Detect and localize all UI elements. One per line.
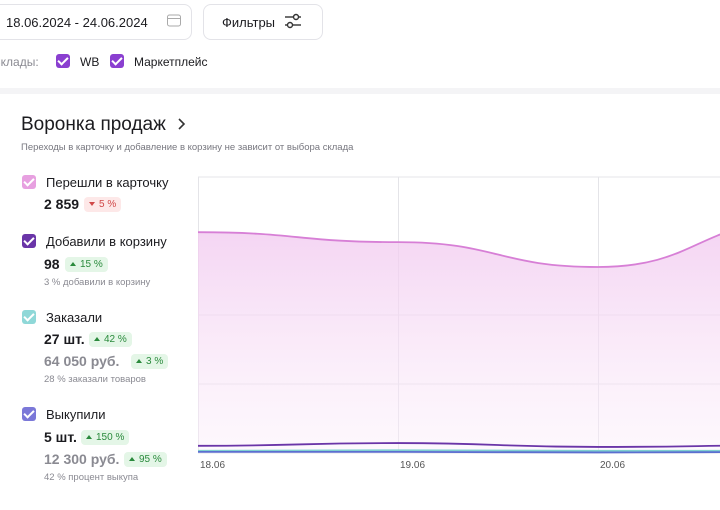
chart: 18.06 19.06 20.06 (198, 176, 720, 471)
change-badge: 150 % (81, 430, 130, 445)
panel-title[interactable]: Воронка продаж (21, 114, 166, 135)
line (198, 449, 720, 452)
warehouse-option: WB (80, 55, 100, 69)
metric-note: 28 % заказали товаров (44, 374, 146, 385)
checkbox[interactable] (22, 310, 36, 324)
checkbox[interactable] (110, 54, 124, 68)
x-tick-label: 18.06 (200, 460, 225, 471)
metric-amount: 64 050 руб. (44, 353, 120, 369)
filters-label: Фильтры (222, 15, 276, 30)
metric-label: Добавили в корзину (46, 234, 167, 249)
x-tick-label: 20.06 (600, 460, 625, 471)
warehouse-option: Маркетплейс (134, 55, 208, 69)
filters-button[interactable] (203, 4, 323, 40)
checkbox[interactable] (22, 407, 36, 421)
metric-value: 27 шт. (44, 331, 85, 347)
metric-note: 3 % добавили в корзину (44, 277, 151, 288)
date-field[interactable] (0, 4, 192, 40)
metric-value: 5 шт. (44, 429, 77, 445)
area (198, 232, 720, 453)
x-tick-label: 19.06 (400, 460, 425, 471)
warehouses-label: Склады: (0, 55, 39, 69)
line (198, 231, 720, 268)
filters-icon (285, 13, 301, 29)
panel-subtitle: Переходы в карточку и добавление в корзи… (21, 142, 354, 153)
metric-amount: 12 300 руб. (44, 451, 120, 467)
change-badge: 42 % (89, 332, 132, 347)
metric-label: Выкупили (46, 407, 106, 422)
metric-value: 2 859 (44, 196, 80, 212)
chevron (178, 118, 186, 130)
line (198, 442, 720, 448)
calendar-icon[interactable] (166, 12, 182, 28)
date-range: 18.06.2024 - 24.06.2024 (6, 15, 148, 30)
metric-label: Заказали (46, 310, 103, 325)
metric-value: 98 (44, 256, 60, 272)
checkbox[interactable] (22, 234, 36, 248)
change-badge: 15 % (65, 257, 108, 272)
change-badge: 5 % (84, 197, 122, 212)
change-badge: 3 % (131, 354, 169, 369)
metric-label: Перешли в карточку (46, 175, 169, 190)
metric-note: 42 % процент выкупа (44, 472, 139, 483)
change-badge: 95 % (124, 452, 167, 467)
line (198, 450, 720, 454)
checkbox[interactable] (56, 54, 70, 68)
checkbox[interactable] (22, 175, 36, 189)
